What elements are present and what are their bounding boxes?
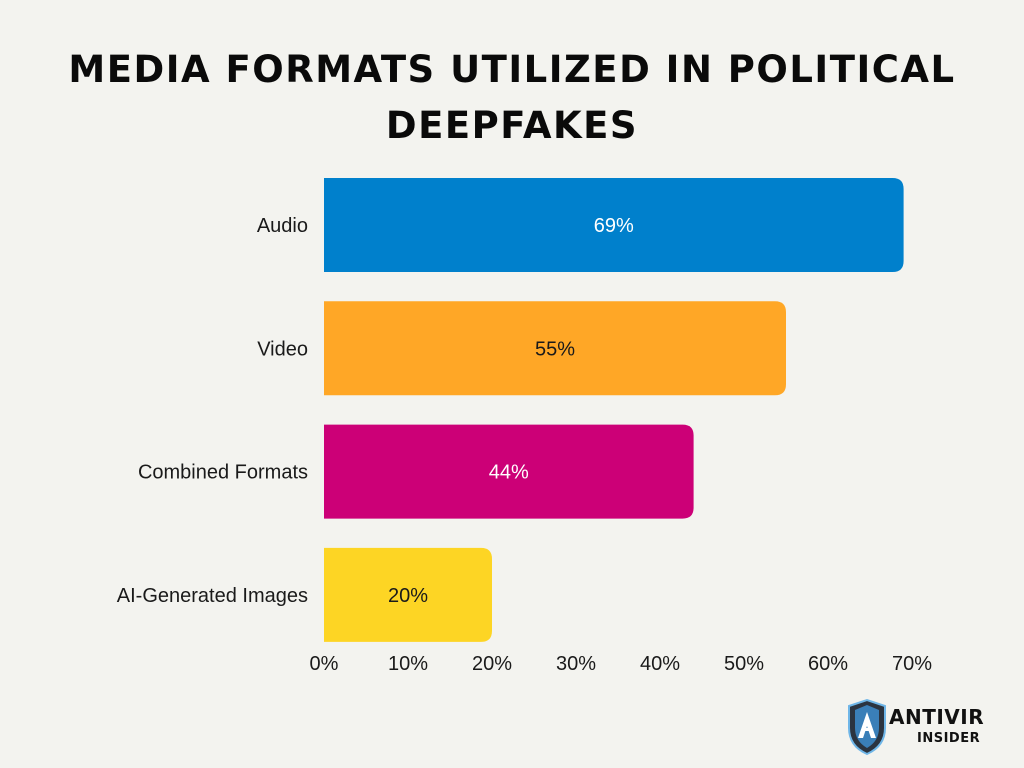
- bar-chart: 69% Audio 55% Video 44% Combined Formats 20% AI…: [117, 178, 932, 675]
- bar-audio: [324, 178, 904, 272]
- bar-ai-generated-images: [324, 547, 492, 642]
- bar-value-label: 69%: [594, 215, 634, 237]
- x-tick-label: 10%: [388, 653, 428, 675]
- x-tick-label: 60%: [808, 653, 848, 675]
- x-tick-label: 30%: [556, 653, 596, 675]
- logo-wordmark-line1: ANTIVIRUS: [889, 705, 985, 729]
- bar-value-label: 20%: [388, 585, 428, 607]
- bar-combined-formats: [324, 424, 694, 519]
- shield-icon: [848, 698, 886, 756]
- category-label: Combined Formats: [138, 462, 308, 484]
- x-tick-label: 0%: [310, 653, 339, 675]
- x-tick-label: 50%: [724, 653, 764, 675]
- category-label: AI-Generated Images: [117, 585, 308, 607]
- category-label: Video: [257, 338, 308, 360]
- logo-wordmark-line2: INSIDER: [917, 731, 980, 746]
- x-tick-label: 40%: [640, 653, 680, 675]
- bar-value-label: 44%: [489, 462, 529, 484]
- x-tick-label: 20%: [472, 653, 512, 675]
- x-tick-label: 70%: [892, 653, 932, 675]
- brand-logo: ANTIVIRUS INSIDER: [848, 698, 985, 756]
- category-label: Audio: [257, 215, 308, 237]
- bar-value-label: 55%: [535, 338, 575, 360]
- chart-title: Media Formats Utilized in Political Deep…: [68, 48, 956, 147]
- bar-video: [324, 301, 786, 396]
